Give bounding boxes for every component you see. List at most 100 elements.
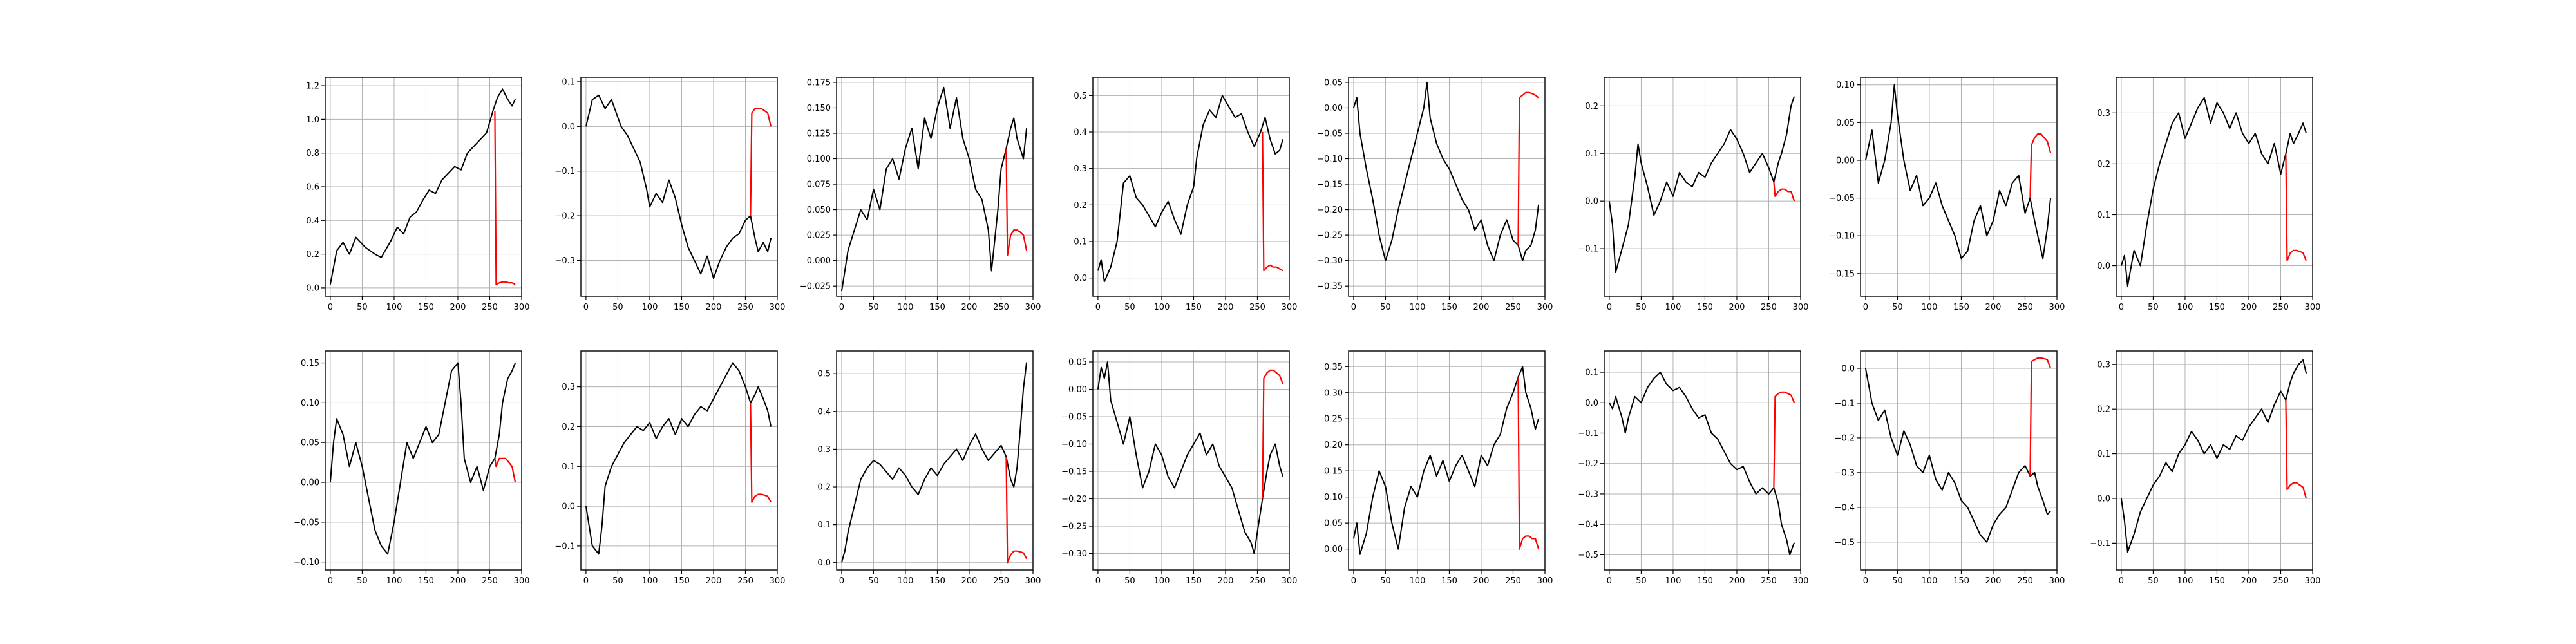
series-line [1098,362,1283,554]
x-tick-label: 200 [1729,303,1745,312]
x-tick-label: 200 [961,303,978,312]
y-tick-label: 0.2 [2097,160,2110,169]
subplot-8: 0 50 100 150 200 250 300 0.0 0.1 0.2 0.3 [2097,77,2320,312]
x-tick-label: 300 [2049,576,2065,586]
y-tick-label: 0.4 [817,407,831,417]
x-tick-label: 250 [2273,303,2289,312]
x-tick-label: 200 [2241,303,2257,312]
x-tick-label: 300 [1793,576,1809,586]
x-tick-label: 0 [1863,576,1868,586]
y-tick-label: 0.100 [807,155,831,164]
x-tick-label: 0 [2119,303,2124,312]
x-tick-label: 200 [1985,576,2002,586]
x-tick-label: 0 [2119,576,2124,586]
x-tick-label: 150 [674,576,690,586]
y-tick-label: −0.20 [1317,205,1343,215]
axes-frame [837,77,1033,296]
y-tick-label: 0.3 [562,383,575,392]
x-tick-label: 100 [2177,576,2193,586]
axes-frame [581,351,777,570]
x-tick-label: 100 [386,576,402,586]
y-tick-label: 0.3 [817,445,831,455]
x-tick-label: 0 [328,576,333,586]
y-tick-label: 0.05 [301,439,319,448]
x-tick-label: 150 [418,576,434,586]
x-tick-label: 200 [1218,576,1234,586]
x-tick-label: 150 [1953,303,1969,312]
y-tick-label: 0.6 [306,183,319,193]
x-tick-label: 50 [357,576,368,586]
x-tick-label: 50 [1124,303,1135,312]
y-tick-label: 0.10 [1836,80,1855,90]
x-tick-label: 150 [1697,576,1713,586]
x-tick-label: 0 [1607,303,1612,312]
axes-frame [325,351,522,570]
y-tick-label: 0.00 [1324,104,1343,113]
x-tick-label: 300 [770,303,786,312]
y-tick-label: 0.00 [1068,385,1087,395]
x-tick-label: 150 [1697,303,1713,312]
x-tick-label: 200 [961,576,978,586]
y-tick-label: −0.15 [1317,180,1343,190]
y-tick-label: −0.1 [554,542,575,551]
y-tick-label: 0.1 [2097,450,2110,459]
x-tick-label: 150 [2209,303,2225,312]
y-tick-label: 0.10 [301,399,319,408]
x-tick-label: 100 [1154,576,1170,586]
series-line [1354,82,1539,261]
y-tick-label: −0.4 [1578,520,1598,530]
y-tick-label: 0.0 [1074,274,1087,283]
y-tick-label: 0.025 [807,231,831,241]
subplot-12: 0 50 100 150 200 250 300 −0.30 −0.25 −0.20 −0.15 −0… [1061,351,1297,586]
y-tick-label: 0.2 [562,422,575,432]
axes-frame [2116,351,2313,570]
y-tick-label: 0.050 [807,205,831,215]
x-tick-label: 100 [898,576,914,586]
y-tick-label: 0.2 [1074,201,1087,211]
y-tick-label: 0.2 [2097,405,2110,415]
y-tick-label: 0.0 [562,122,575,132]
x-tick-label: 250 [1249,576,1265,586]
y-tick-label: −0.30 [1061,549,1087,559]
forecast-line [1774,392,1794,488]
y-tick-label: −0.1 [1834,399,1855,408]
y-tick-label: 0.00 [301,478,319,488]
forecast-line [2030,134,2050,198]
y-tick-label: 0.2 [1585,102,1598,111]
series-line [2121,360,2306,552]
series-line [1866,368,2050,542]
subplot-10: 0 50 100 150 200 250 300 −0.1 0.0 0.1 0.2 0.3 [554,351,785,586]
x-tick-label: 300 [514,576,530,586]
x-tick-label: 300 [2305,576,2321,586]
y-tick-label: 0.0 [2097,261,2110,271]
y-tick-label: −0.025 [800,282,831,292]
x-tick-label: 100 [1922,303,1938,312]
y-tick-label: 0.3 [2097,109,2110,118]
y-tick-label: 0.0 [1841,364,1855,374]
x-tick-label: 300 [1025,303,1041,312]
y-tick-label: 0.0 [1585,399,1598,408]
x-tick-label: 50 [868,303,879,312]
x-tick-label: 150 [1953,576,1969,586]
y-tick-label: 0.00 [1324,545,1343,554]
y-tick-label: −0.25 [1317,231,1343,241]
y-tick-label: 0.5 [817,370,831,379]
y-tick-label: 0.30 [1324,388,1343,398]
x-tick-label: 50 [868,576,879,586]
axes-frame [581,77,777,296]
y-tick-label: −0.35 [1317,282,1343,292]
forecast-line [2286,154,2306,261]
x-tick-label: 100 [1410,303,1426,312]
y-tick-label: 0.150 [807,104,831,113]
y-tick-label: 0.1 [1585,368,1598,378]
x-tick-label: 50 [357,303,368,312]
forecast-line [750,109,771,216]
x-tick-label: 250 [1761,576,1777,586]
y-tick-label: −0.3 [554,256,575,266]
y-tick-label: −0.1 [2090,539,2110,549]
y-tick-label: −0.10 [1061,440,1087,450]
y-tick-label: 0.1 [562,462,575,472]
x-tick-label: 50 [1892,303,1903,312]
x-tick-label: 0 [328,303,333,312]
